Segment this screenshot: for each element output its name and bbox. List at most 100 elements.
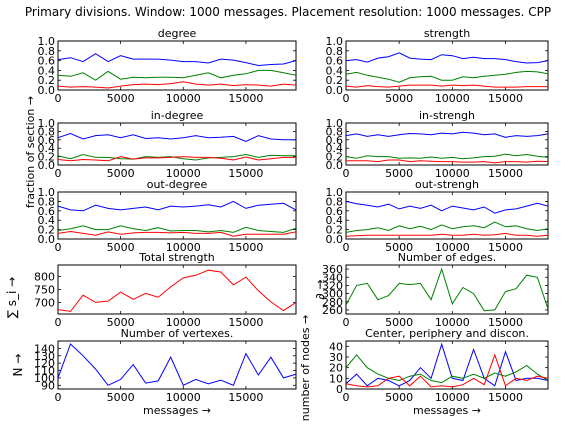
x-tick-label: 10000 xyxy=(166,92,201,105)
y-tick-label: 0.8 xyxy=(326,125,344,138)
chart-title: Number of edges. xyxy=(398,251,497,264)
y-tick-label: 0.2 xyxy=(326,151,344,164)
y-tick-label: 0.8 xyxy=(38,125,56,138)
series-line-3 xyxy=(346,232,548,237)
x-tick-label: 0 xyxy=(343,92,350,105)
series-line-2 xyxy=(346,70,548,83)
y-tick-label: 120 xyxy=(34,357,55,370)
y-tick-label: 750 xyxy=(34,284,55,297)
y-axis-label: N → xyxy=(11,354,25,377)
chart-panel-out-degree: out-degree 0 5000 10000 15000 0.00.20.40.60.8… xyxy=(38,178,297,254)
y-tick-label: 340 xyxy=(322,271,343,284)
chart-panel-center-periphery: Center, periphery and discon. 0 5000 10000 1… xyxy=(329,327,549,417)
y-tick-label: 800 xyxy=(34,271,55,284)
x-tick-label: 10000 xyxy=(166,391,201,404)
x-tick-label: 10000 xyxy=(435,391,470,404)
y-tick-label: 1.0 xyxy=(326,186,344,199)
y-tick-label: 0.6 xyxy=(326,134,344,147)
plot-area xyxy=(57,340,297,390)
number-of-nodes-label: number of nodes → xyxy=(299,315,312,421)
x-tick-label: 0 xyxy=(55,316,62,329)
x-tick-label: 5000 xyxy=(385,167,413,180)
y-tick-label: 0.6 xyxy=(38,205,56,218)
x-tick-label: 10000 xyxy=(435,316,470,329)
y-tick-label: 1.0 xyxy=(38,35,56,48)
y-tick-label: 0.4 xyxy=(38,64,56,77)
x-tick-label: 15000 xyxy=(488,316,523,329)
y-tick-label: 0.0 xyxy=(326,84,344,97)
chart-panel-strength: strength 0 5000 10000 15000 0.00.20.40.60.81.… xyxy=(326,27,549,105)
y-tick-label: 0.6 xyxy=(326,55,344,68)
x-axis-label: messages → xyxy=(143,404,211,417)
series-line-1 xyxy=(346,342,548,387)
x-tick-label: 5000 xyxy=(385,316,413,329)
y-tick-label: 0.2 xyxy=(38,74,56,87)
chart-panel-in-strengh: in-strengh 0 5000 10000 15000 0.00.20.40.60.8… xyxy=(326,109,549,180)
series-line-2 xyxy=(346,354,548,384)
y-tick-label: 0.2 xyxy=(326,74,344,87)
plot-area xyxy=(57,264,297,315)
x-tick-label: 5000 xyxy=(385,92,413,105)
figure-suptitle: Primary divisions. Window: 1000 messages… xyxy=(25,5,551,19)
y-tick-label: 100 xyxy=(34,372,55,385)
plot-area xyxy=(345,122,549,166)
y-tick-label: 0.6 xyxy=(38,55,56,68)
x-tick-label: 15000 xyxy=(228,391,263,404)
x-tick-label: 10000 xyxy=(166,316,201,329)
chart-title: strength xyxy=(424,27,470,40)
series-line-3 xyxy=(58,81,296,89)
y-tick-label: 0.4 xyxy=(326,142,344,155)
x-tick-label: 15000 xyxy=(488,241,523,254)
x-tick-label: 10000 xyxy=(166,167,201,180)
y-tick-label: 10 xyxy=(329,372,343,385)
x-tick-label: 0 xyxy=(55,391,62,404)
series-line-2 xyxy=(346,153,548,160)
y-tick-label: 0.4 xyxy=(326,64,344,77)
series-line-1 xyxy=(346,52,548,64)
y-tick-label: 1.0 xyxy=(326,117,344,130)
y-tick-label: 300 xyxy=(322,288,343,301)
chart-title: in-degree xyxy=(151,109,204,122)
chart-panel-out-strengh: out-strengh 0 5000 10000 15000 0.00.20.40.60.… xyxy=(326,178,549,254)
plot-area xyxy=(345,191,549,240)
series-line-3 xyxy=(58,156,296,162)
x-tick-label: 5000 xyxy=(107,241,135,254)
x-tick-label: 15000 xyxy=(228,167,263,180)
series-line-3 xyxy=(346,353,548,388)
fraction-of-section-label: fraction of section → xyxy=(24,96,37,208)
series-line-1 xyxy=(58,269,296,312)
x-tick-label: 15000 xyxy=(488,167,523,180)
series-line-1 xyxy=(346,200,548,214)
chart-title: Center, periphery and discon. xyxy=(365,327,529,340)
series-line-1 xyxy=(346,131,548,138)
y-tick-label: 0.2 xyxy=(326,224,344,237)
y-tick-label: 0.8 xyxy=(38,195,56,208)
y-tick-label: 110 xyxy=(34,365,55,378)
x-axis-label: messages → xyxy=(413,404,481,417)
y-axis-label: ∑ s_i → xyxy=(5,277,19,318)
x-tick-label: 0 xyxy=(343,241,350,254)
y-tick-label: 0.8 xyxy=(326,195,344,208)
chart-panel-number-of-edges: Number of edges. 0 5000 10000 15000 260280300… xyxy=(313,251,549,329)
y-tick-label: 0.0 xyxy=(326,233,344,246)
x-tick-label: 5000 xyxy=(107,316,135,329)
x-tick-label: 15000 xyxy=(488,92,523,105)
x-tick-label: 5000 xyxy=(385,391,413,404)
plot-area xyxy=(345,264,549,315)
y-tick-label: 260 xyxy=(322,304,343,317)
x-tick-label: 0 xyxy=(55,167,62,180)
y-tick-label: 320 xyxy=(322,279,343,292)
y-tick-label: 0.0 xyxy=(38,233,56,246)
y-tick-label: 700 xyxy=(34,296,55,309)
y-tick-label: 1.0 xyxy=(38,117,56,130)
x-tick-label: 0 xyxy=(55,241,62,254)
y-tick-label: 40 xyxy=(329,340,343,353)
x-tick-label: 5000 xyxy=(107,391,135,404)
x-tick-label: 5000 xyxy=(107,167,135,180)
y-tick-label: 130 xyxy=(34,350,55,363)
y-tick-label: 0.0 xyxy=(38,84,56,97)
x-tick-label: 0 xyxy=(343,316,350,329)
chart-panel-number-of-vertexes: Number of vertexes.0 5000 10000 15000901001… xyxy=(11,327,297,417)
x-tick-label: 15000 xyxy=(228,241,263,254)
